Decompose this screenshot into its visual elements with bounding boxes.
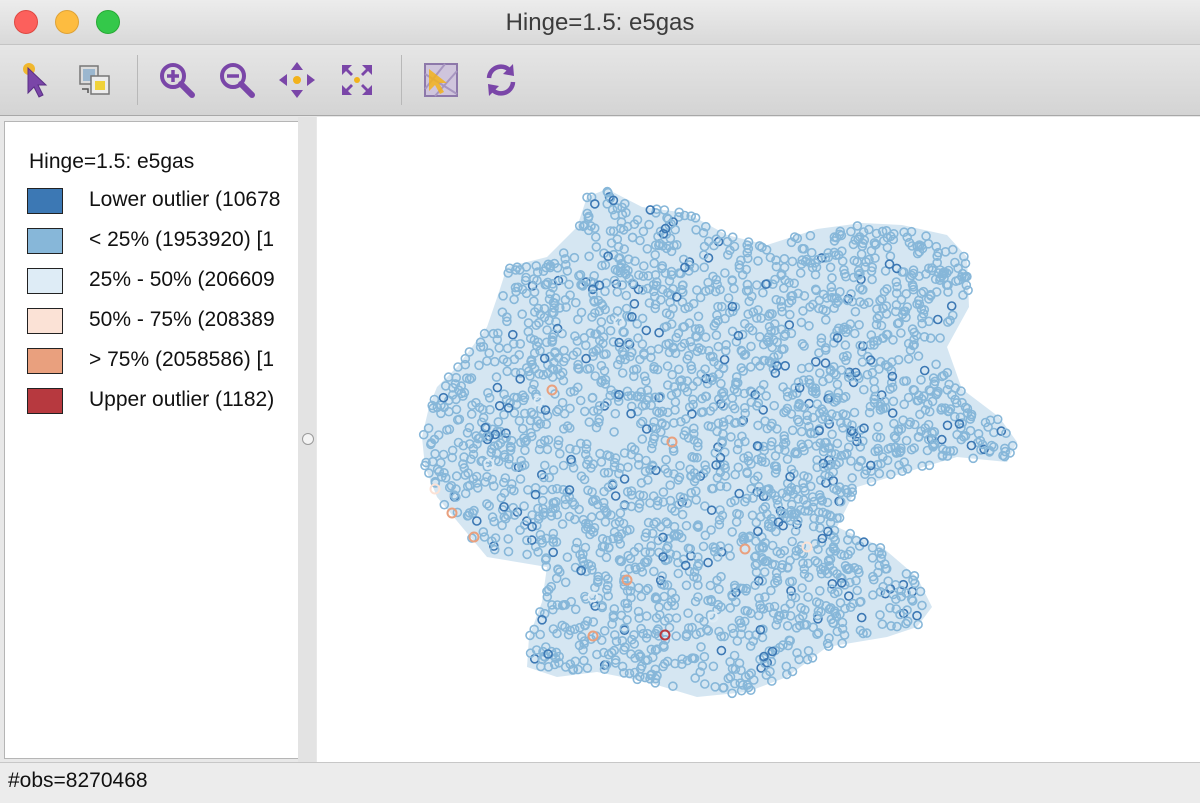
pan-arrows-icon	[279, 62, 315, 98]
legend-label: Lower outlier (10678	[89, 188, 281, 211]
legend-label: Upper outlier (1182)	[89, 388, 275, 411]
zoom-in-icon	[160, 63, 195, 98]
legend-swatch	[27, 228, 63, 254]
close-window-button[interactable]	[14, 10, 38, 34]
observation-points	[418, 186, 1018, 699]
legend-swatch	[27, 308, 63, 334]
legend-label: 50% - 75% (208389	[89, 308, 275, 331]
minimize-window-button[interactable]	[55, 10, 79, 34]
legend-swatch	[27, 388, 63, 414]
panel-splitter[interactable]	[298, 117, 316, 762]
splitter-handle[interactable]	[302, 433, 314, 445]
window-title: Hinge=1.5: e5gas	[505, 9, 695, 36]
basemap-tool-button[interactable]	[420, 59, 462, 101]
zoom-out-icon	[220, 63, 255, 98]
toolbar-separator	[401, 55, 402, 105]
zoom-out-tool-button[interactable]	[216, 59, 258, 101]
legend-label: < 25% (1953920) [1	[89, 228, 275, 251]
legend-item[interactable]: > 75% (2058586) [1	[27, 348, 298, 376]
legend-swatch	[27, 268, 63, 294]
basemap-icon	[424, 63, 458, 97]
legend-item[interactable]: Upper outlier (1182)	[27, 388, 298, 416]
refresh-icon	[486, 64, 516, 96]
status-bar: #obs=8270468	[0, 762, 1200, 803]
observation-count: #obs=8270468	[8, 769, 148, 792]
select-tool-button[interactable]	[14, 59, 56, 101]
legend-item[interactable]: Lower outlier (10678	[27, 188, 298, 216]
copy-image-icon	[79, 65, 110, 95]
refresh-tool-button[interactable]	[480, 59, 522, 101]
full-extent-icon	[342, 65, 372, 95]
legend-item[interactable]: < 25% (1953920) [1	[27, 228, 298, 256]
legend-label: > 75% (2058586) [1	[89, 348, 275, 371]
pointer-select-icon	[23, 63, 48, 98]
maximize-window-button[interactable]	[96, 10, 120, 34]
legend-panel: Hinge=1.5: e5gas Lower outlier (10678 < 2…	[4, 121, 299, 759]
legend-swatch	[27, 348, 63, 374]
legend-swatch	[27, 188, 63, 214]
toolbar-separator	[137, 55, 138, 105]
title-bar: Hinge=1.5: e5gas	[0, 0, 1200, 45]
full-extent-tool-button[interactable]	[336, 59, 378, 101]
map-canvas[interactable]	[317, 117, 1200, 762]
legend-label: 25% - 50% (206609	[89, 268, 275, 291]
box-map[interactable]	[317, 117, 1200, 762]
zoom-in-tool-button[interactable]	[156, 59, 198, 101]
copy-tool-button[interactable]	[74, 59, 116, 101]
legend-item[interactable]: 50% - 75% (208389	[27, 308, 298, 336]
legend-item[interactable]: 25% - 50% (206609	[27, 268, 298, 296]
legend-title: Hinge=1.5: e5gas	[29, 150, 195, 173]
toolbar	[0, 45, 1200, 116]
pan-tool-button[interactable]	[276, 59, 318, 101]
